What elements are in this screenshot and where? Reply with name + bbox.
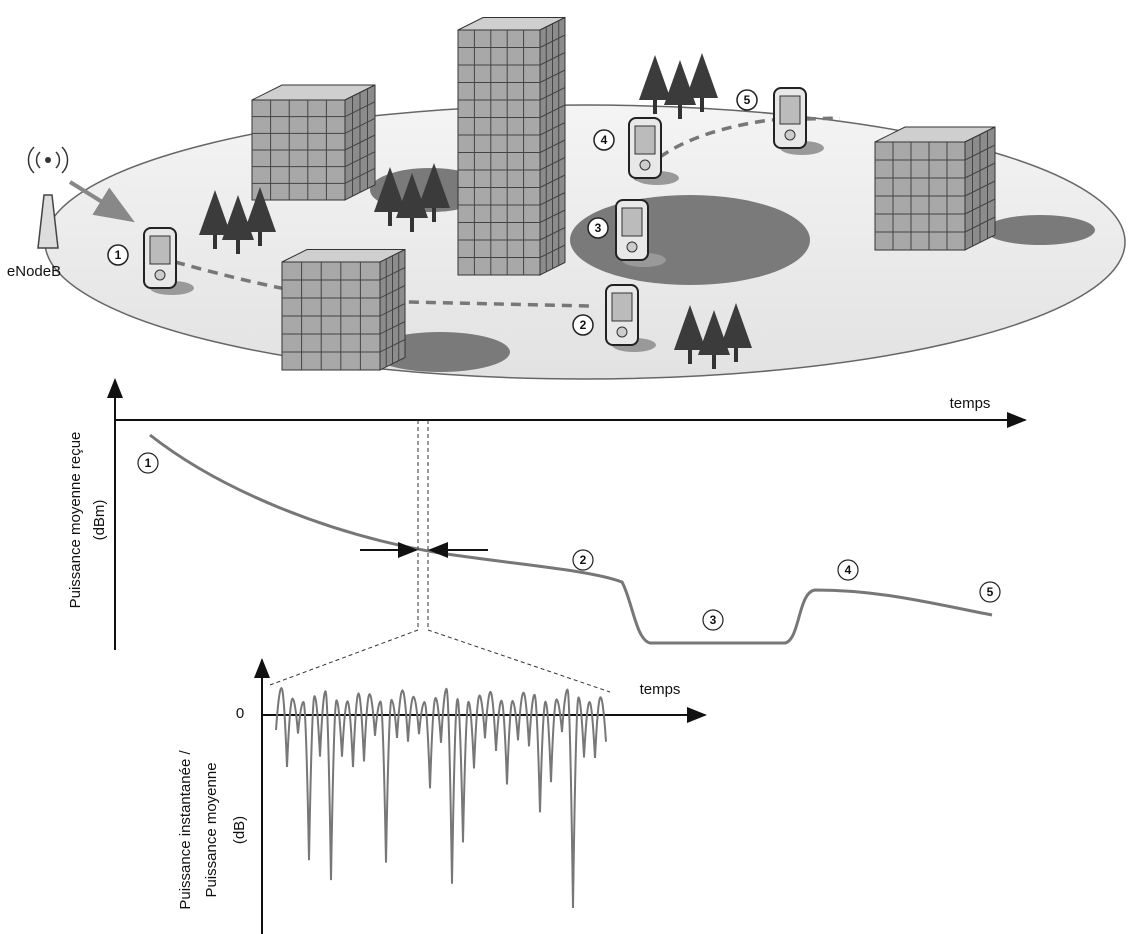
tree-crown xyxy=(244,187,276,232)
tree-trunk xyxy=(213,235,217,249)
position-badge xyxy=(736,89,758,111)
base-station: eNodeB xyxy=(7,146,135,280)
phone-screen xyxy=(611,292,633,322)
building-grid xyxy=(458,20,566,275)
zoom-line xyxy=(427,629,611,693)
tree-crown xyxy=(374,167,406,212)
position-label: 3 xyxy=(595,221,602,235)
marker-badge xyxy=(137,452,159,474)
phone-screen xyxy=(779,95,801,125)
y-axis-label: Puissance moyenne xyxy=(203,762,220,897)
position-label: 1 xyxy=(115,248,122,262)
position-label: 5 xyxy=(744,93,751,107)
tree-trunk xyxy=(388,212,392,226)
marker-label: 5 xyxy=(987,585,994,599)
marker-label: 3 xyxy=(710,613,717,627)
position-badge xyxy=(107,244,129,266)
tree-trunk xyxy=(653,100,657,114)
x-axis-label: temps xyxy=(640,681,681,698)
tree-trunk xyxy=(678,105,682,119)
tree-trunk xyxy=(432,208,436,222)
marker-label: 1 xyxy=(145,456,152,470)
tree-trunk xyxy=(236,240,240,254)
mean-power-curve xyxy=(149,433,993,645)
building-grid xyxy=(252,88,376,200)
tree-crown xyxy=(639,55,671,100)
building-grid xyxy=(282,252,406,370)
tree-crown xyxy=(418,163,450,208)
tree-trunk xyxy=(258,232,262,246)
x-axis-label: temps xyxy=(950,395,991,412)
tree-trunk xyxy=(712,355,716,369)
y-axis-label: Puissance instantanée / xyxy=(177,750,194,910)
phone-button xyxy=(784,129,796,141)
building xyxy=(457,16,566,276)
position-label: 2 xyxy=(580,318,587,332)
fading-signal xyxy=(275,686,607,909)
tree-trunk xyxy=(688,350,692,364)
tree-crown xyxy=(199,190,231,235)
phone-button xyxy=(626,241,638,253)
base-station-label: eNodeB xyxy=(7,263,61,280)
tree-trunk xyxy=(734,348,738,362)
building xyxy=(281,248,406,371)
y-axis-unit: (dBm) xyxy=(91,500,108,541)
scene: eNodeB 1 2 3 4 5 xyxy=(7,16,1126,380)
tree-crown xyxy=(664,60,696,105)
phone-screen xyxy=(634,125,656,155)
phone-button xyxy=(616,326,628,338)
marker-label: 2 xyxy=(580,553,587,567)
marker-badge xyxy=(979,581,1001,603)
building-grid xyxy=(875,130,996,250)
marker-badge xyxy=(837,559,859,581)
position-badge xyxy=(572,314,594,336)
y-axis-label: Puissance moyenne reçue xyxy=(67,432,84,609)
fading-plot: 0 temps Puissance instantanée / Puissanc… xyxy=(177,629,707,934)
building xyxy=(251,84,376,201)
phone-button xyxy=(154,269,166,281)
tree-crown xyxy=(674,305,706,350)
mean-power-plot: temps Puissance moyenne reçue (dBm) 1 2 3 4… xyxy=(67,378,1027,650)
phone-screen xyxy=(621,207,643,237)
marker-badge xyxy=(702,609,724,631)
marker-badge xyxy=(572,549,594,571)
phone-button xyxy=(639,159,651,171)
position-label: 4 xyxy=(601,133,608,147)
y-axis-unit: (dB) xyxy=(231,816,248,844)
tree-crown xyxy=(686,53,718,98)
tree-trunk xyxy=(410,218,414,232)
position-badge xyxy=(587,217,609,239)
position-badge xyxy=(593,129,615,151)
tree-trunk xyxy=(700,98,704,112)
zero-label: 0 xyxy=(236,705,244,722)
building xyxy=(874,126,996,251)
phone-screen xyxy=(149,235,171,265)
tree-crown xyxy=(720,303,752,348)
marker-label: 4 xyxy=(845,563,852,577)
zoom-line xyxy=(269,629,419,686)
